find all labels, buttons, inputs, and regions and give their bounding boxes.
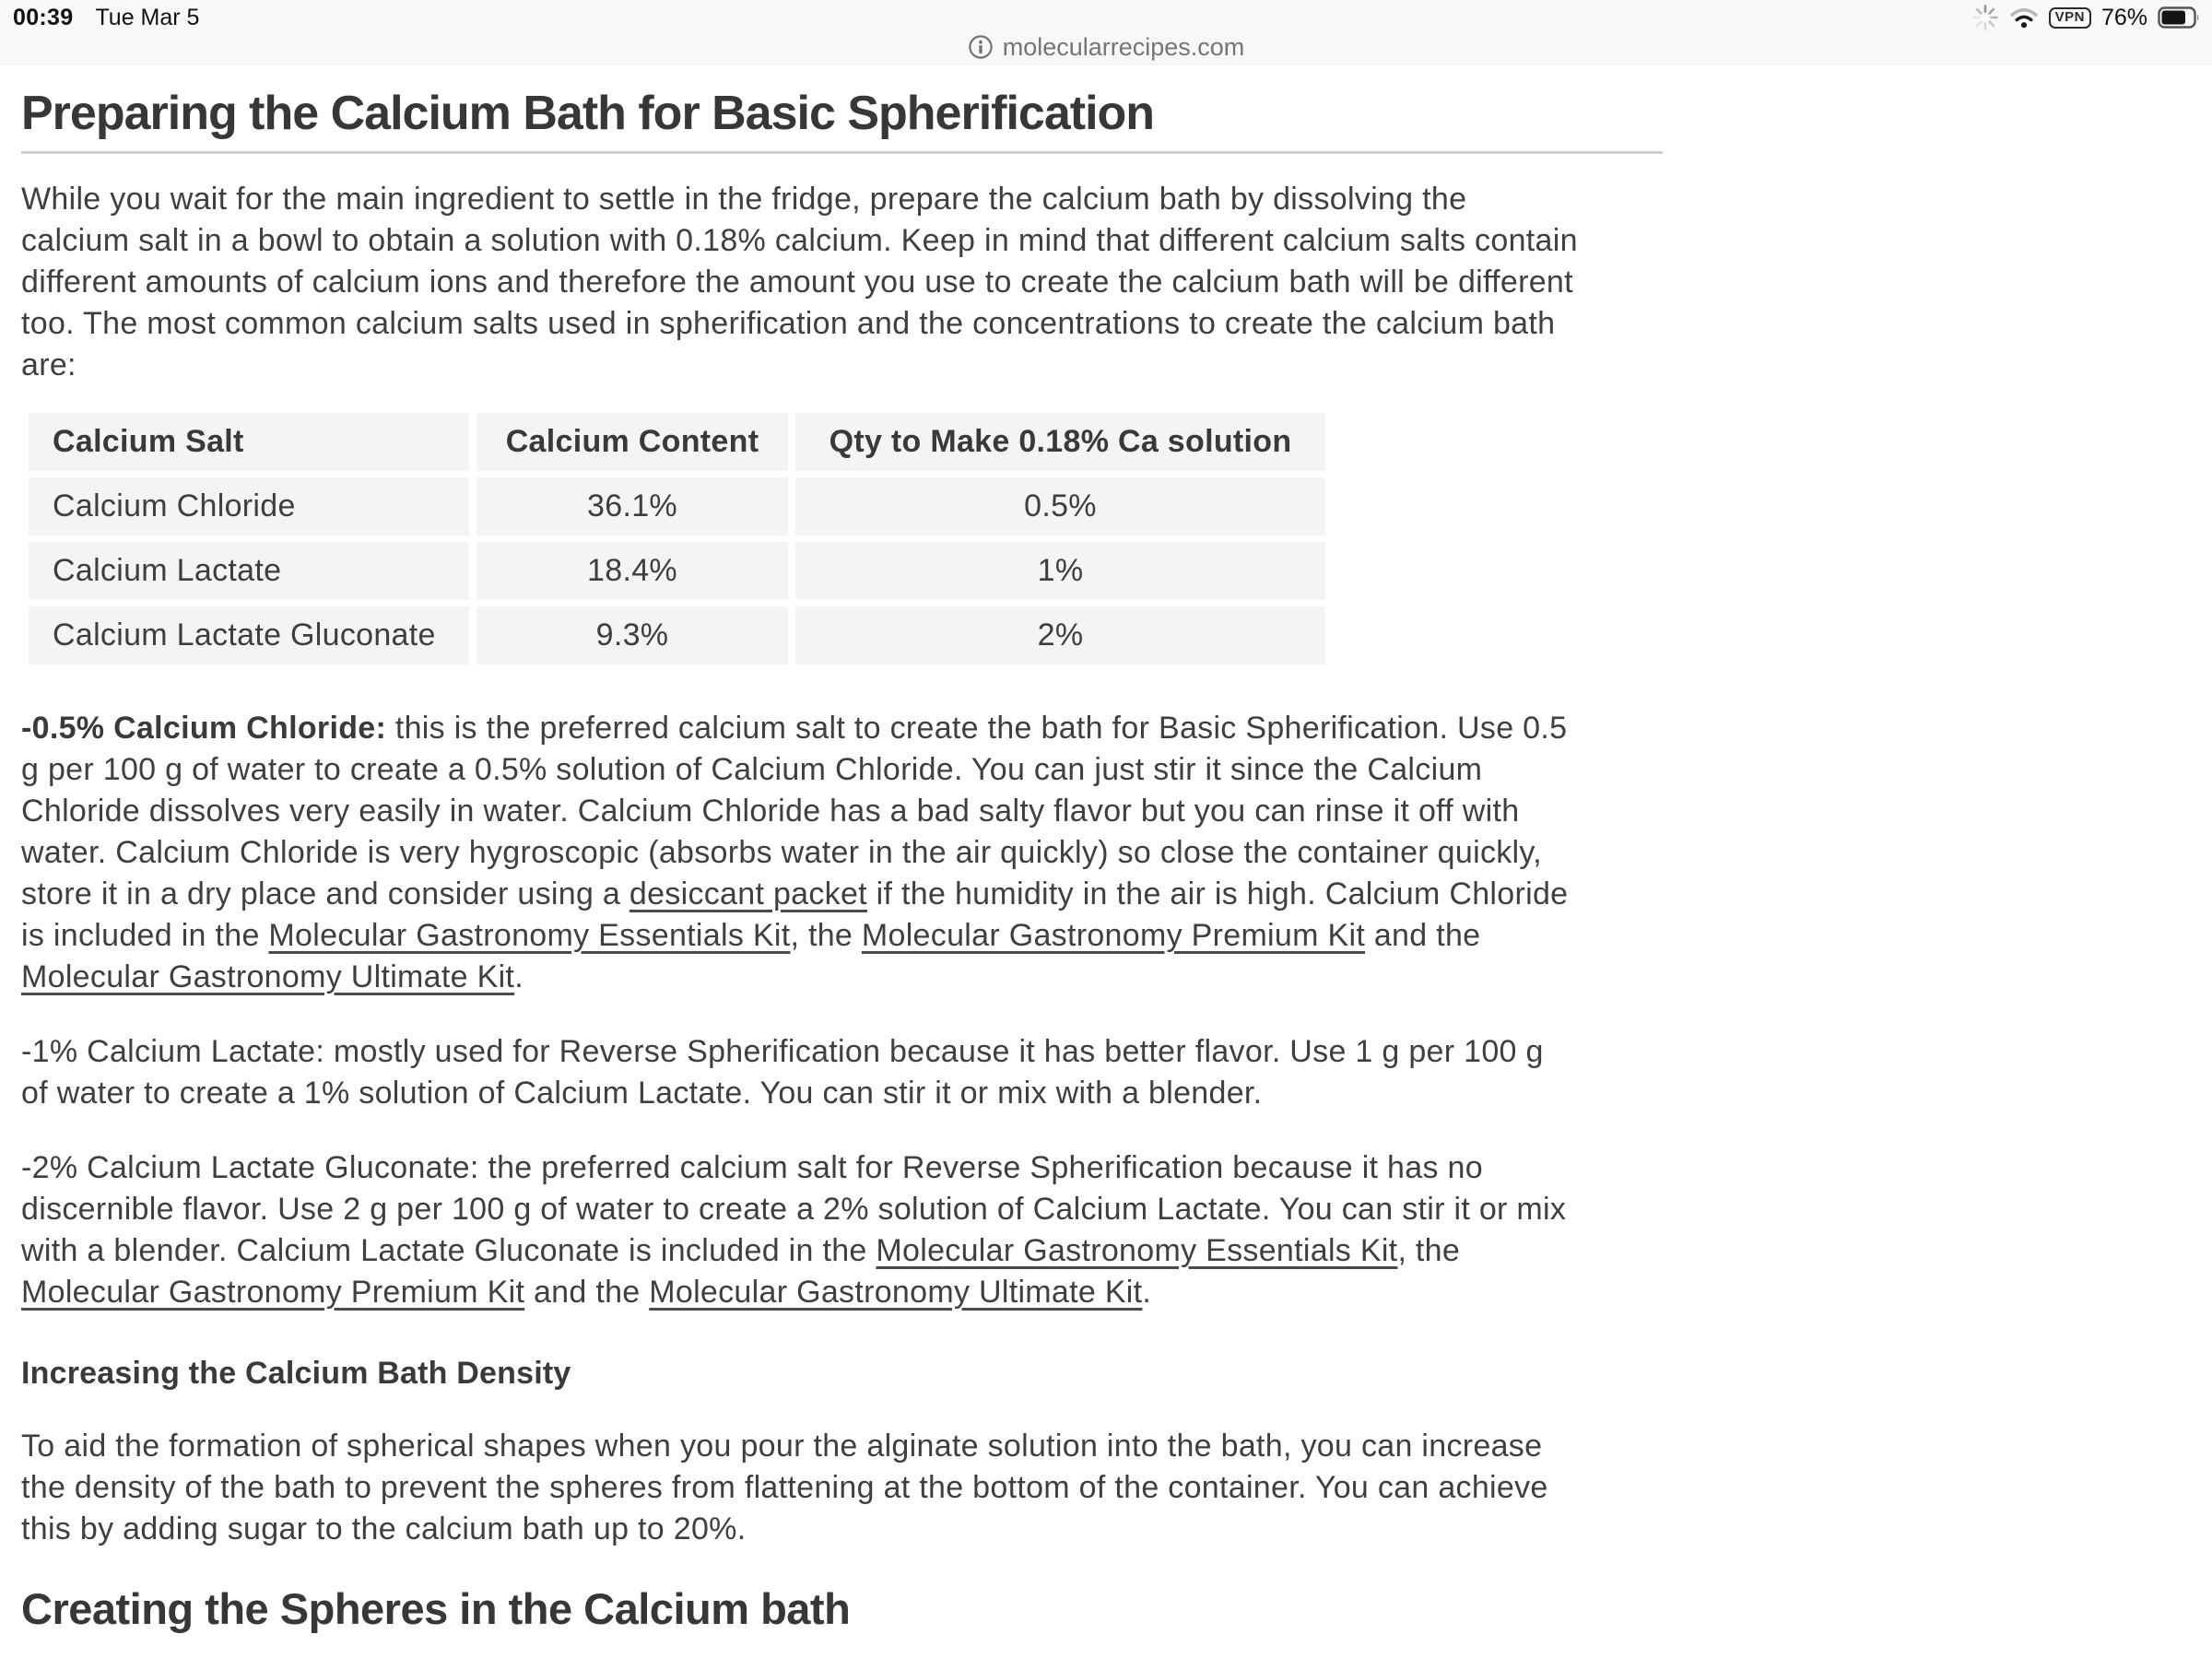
url-bar[interactable]: molecularrecipes.com — [0, 29, 2212, 65]
calcium-chloride-paragraph: -0.5% Calcium Chloride: this is the pref… — [21, 708, 1579, 998]
status-bar-left: 00:39 Tue Mar 5 — [13, 5, 199, 30]
status-time: 00:39 — [13, 5, 74, 30]
text-segment: and the — [524, 1275, 650, 1310]
table-cell: 2% — [795, 606, 1325, 664]
text-segment: , the — [1397, 1233, 1461, 1268]
text-segment: , the — [790, 918, 862, 953]
table-header-cell: Qty to Make 0.18% Ca solution — [795, 413, 1325, 471]
text-segment: and the — [1365, 918, 1481, 953]
link-molecular-gastronomy-premium-kit[interactable]: Molecular Gastronomy Premium Kit — [861, 918, 1366, 953]
article-content: Preparing the Calcium Bath for Basic Sph… — [0, 65, 2212, 1635]
browser-top-chrome: 00:39 Tue Mar 5 — [0, 0, 2212, 65]
vpn-badge: VPN — [2048, 6, 2091, 29]
title-divider — [21, 151, 1663, 154]
link-molecular-gastronomy-essentials-kit[interactable]: Molecular Gastronomy Essentials Kit — [876, 1233, 1398, 1268]
density-paragraph: To aid the formation of spherical shapes… — [21, 1426, 1579, 1550]
link-desiccant-packet[interactable]: desiccant packet — [629, 876, 867, 911]
table-cell: 36.1% — [477, 477, 788, 535]
url-text: molecularrecipes.com — [1002, 32, 1245, 61]
page-title: Preparing the Calcium Bath for Basic Sph… — [21, 87, 1155, 140]
text-segment: . — [1142, 1275, 1152, 1310]
text-segment: -2% Calcium Lactate Gluconate: the prefe… — [21, 1150, 1567, 1268]
link-molecular-gastronomy-ultimate-kit[interactable]: Molecular Gastronomy Ultimate Kit — [21, 959, 515, 994]
text-segment: if the humidity in the air is high. Calc… — [21, 876, 1569, 953]
table-cell: 9.3% — [477, 606, 788, 664]
link-molecular-gastronomy-essentials-kit[interactable]: Molecular Gastronomy Essentials Kit — [268, 918, 791, 953]
info-icon — [968, 34, 994, 60]
status-date: Tue Mar 5 — [95, 5, 200, 30]
table-cell: 18.4% — [477, 542, 788, 600]
battery-icon — [2158, 6, 2201, 29]
link-molecular-gastronomy-ultimate-kit[interactable]: Molecular Gastronomy Ultimate Kit — [649, 1275, 1143, 1310]
bold-lead-text: -0.5% Calcium Chloride: — [21, 711, 387, 746]
status-bar-right: VPN 76% — [1971, 4, 2201, 31]
text-segment: -1% Calcium Lactate: mostly used for Rev… — [21, 1034, 1544, 1111]
wifi-icon — [2009, 6, 2039, 29]
table-row: Calcium Lactate 18.4% 1% — [29, 542, 1325, 600]
table-row: Calcium Chloride 36.1% 0.5% — [29, 477, 1325, 535]
intro-paragraph: While you wait for the main ingredient t… — [21, 182, 1578, 382]
activity-spinner-icon — [1971, 4, 1999, 31]
table-header-cell: Calcium Salt — [29, 413, 469, 471]
table-cell: Calcium Chloride — [29, 477, 469, 535]
text-segment: this is the preferred calcium salt to cr… — [21, 711, 1568, 911]
text-segment: To aid the formation of spherical shapes… — [21, 1429, 1548, 1546]
table-cell: Calcium Lactate — [29, 542, 469, 600]
table-row: Calcium Lactate Gluconate 9.3% 2% — [29, 606, 1325, 664]
calcium-salts-table: Calcium Salt Calcium Content Qty to Make 0… — [21, 406, 1333, 671]
table-cell: Calcium Lactate Gluconate — [29, 606, 469, 664]
table-header-cell: Calcium Content — [477, 413, 788, 471]
calcium-lactate-paragraph: -1% Calcium Lactate: mostly used for Rev… — [21, 1031, 1579, 1114]
table-cell: 1% — [795, 542, 1325, 600]
link-molecular-gastronomy-premium-kit[interactable]: Molecular Gastronomy Premium Kit — [21, 1275, 525, 1310]
next-section-title: Creating the Spheres in the Calcium bath — [21, 1584, 851, 1633]
density-sub-heading: Increasing the Calcium Bath Density — [21, 1356, 571, 1391]
text-segment: . — [514, 959, 524, 994]
table-cell: 0.5% — [795, 477, 1325, 535]
table-header-row: Calcium Salt Calcium Content Qty to Make 0… — [29, 413, 1325, 471]
calcium-lactate-gluconate-paragraph: -2% Calcium Lactate Gluconate: the prefe… — [21, 1147, 1579, 1313]
battery-percent-label: 76% — [2100, 4, 2147, 30]
